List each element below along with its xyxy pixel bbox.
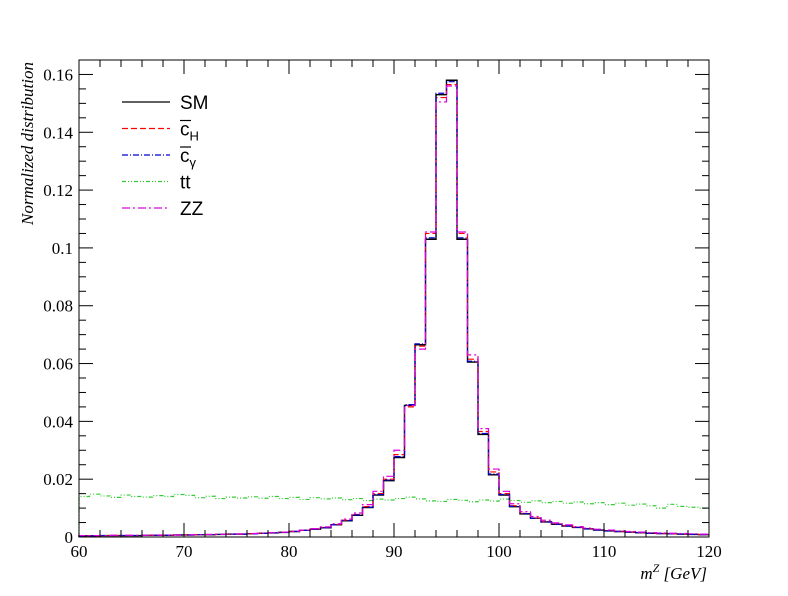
legend-tt-label: tt xyxy=(180,173,191,194)
x-axis: 60 70 80 90 100 110 120 xyxy=(71,60,722,561)
legend-cH-label: cH xyxy=(180,120,199,144)
y-tick-label: 0.14 xyxy=(43,123,73,142)
x-axis-title-unit: [GeV] xyxy=(659,564,707,583)
legend-cgamma-label: cγ xyxy=(180,146,197,170)
y-tick-label: 0.06 xyxy=(43,355,73,374)
y-axis: 0 0.02 0.04 0.06 0.08 0.1 0.12 0.14 0.16 xyxy=(43,65,709,547)
legend-SM-label: SM xyxy=(180,93,209,114)
series-tt-line xyxy=(78,493,709,537)
legend-ZZ-label: ZZ xyxy=(180,199,204,220)
x-tick-label: 110 xyxy=(592,542,617,561)
x-tick-label: 70 xyxy=(176,542,193,561)
x-axis-title: mZ [GeV] xyxy=(640,561,707,583)
x-tick-label: 60 xyxy=(71,542,88,561)
x-tick-label: 80 xyxy=(281,542,298,561)
y-tick-label: 0.02 xyxy=(43,470,73,489)
y-axis-title: Normalized distribution xyxy=(18,62,37,226)
series-layer xyxy=(78,79,709,537)
y-tick-label: 0 xyxy=(65,528,74,547)
y-tick-label: 0.04 xyxy=(43,412,73,431)
x-tick-label: 100 xyxy=(486,542,512,561)
y-tick-label: 0.16 xyxy=(43,65,73,84)
y-tick-label: 0.12 xyxy=(43,181,73,200)
x-axis-title-main: m xyxy=(640,564,652,583)
y-tick-label: 0.08 xyxy=(43,297,73,316)
x-tick-label: 120 xyxy=(696,542,722,561)
x-tick-label: 90 xyxy=(386,542,403,561)
series-ZZ-line xyxy=(78,85,709,537)
x-axis-title-sup: Z xyxy=(653,561,660,575)
y-tick-label: 0.1 xyxy=(52,239,73,258)
